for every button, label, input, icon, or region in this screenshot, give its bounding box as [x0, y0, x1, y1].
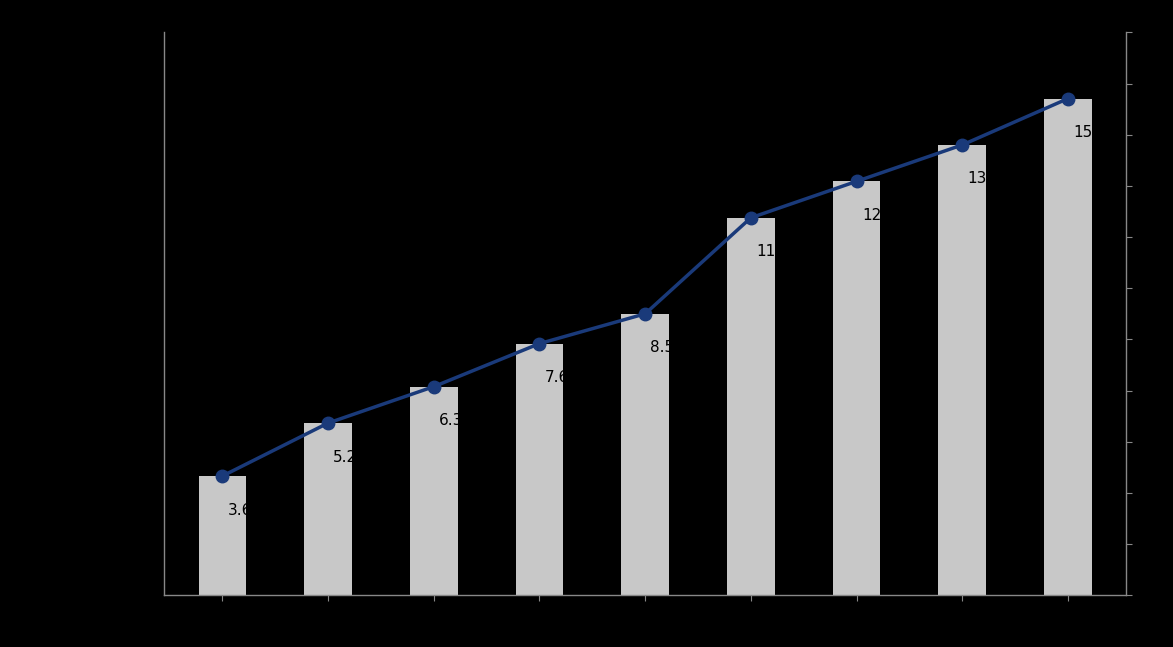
Bar — [622, 314, 669, 595]
Text: 3.6: 3.6 — [228, 503, 252, 518]
Bar — [198, 476, 246, 595]
Bar — [411, 387, 457, 595]
Bar — [304, 423, 352, 595]
Bar — [938, 145, 986, 595]
Text: 8.5: 8.5 — [651, 340, 674, 355]
Text: 5.2: 5.2 — [333, 450, 358, 465]
Text: 12.5: 12.5 — [862, 208, 895, 223]
Text: 11.4: 11.4 — [757, 245, 789, 259]
Text: 6.3: 6.3 — [439, 413, 463, 428]
Bar — [833, 181, 880, 595]
Text: 13.6: 13.6 — [968, 171, 1002, 186]
Bar — [516, 344, 563, 595]
Text: 15.0: 15.0 — [1073, 125, 1107, 140]
Bar — [727, 218, 774, 595]
Text: 7.6: 7.6 — [544, 370, 569, 385]
Bar — [1044, 98, 1092, 595]
